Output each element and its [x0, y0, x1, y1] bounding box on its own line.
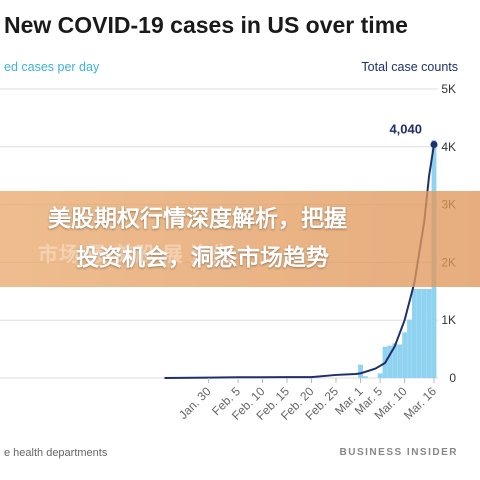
y-tick-label: 4K — [441, 140, 456, 154]
daily-cases-bar — [387, 345, 393, 378]
total-cases-legend: Total case counts — [361, 60, 458, 74]
chart-title: New COVID-19 cases in US over time — [4, 12, 408, 38]
x-tick-label: Mar. 16 — [401, 384, 439, 422]
daily-cases-bar — [416, 288, 422, 378]
daily-cases-legend: ed cases per day — [4, 60, 100, 74]
y-tick-label: 1K — [441, 313, 456, 327]
source-note: e health departments — [4, 447, 108, 459]
publisher-logo: BUSINESS INSIDER — [339, 447, 458, 458]
daily-cases-bar — [402, 332, 407, 378]
total-cases-end-marker — [430, 140, 438, 148]
daily-cases-bar — [377, 373, 383, 378]
daily-cases-bar — [412, 288, 417, 378]
total-cases-annotation: 4,040 — [389, 121, 422, 136]
daily-cases-bar — [397, 344, 403, 378]
daily-cases-bar — [358, 364, 363, 378]
y-tick-label: 5K — [441, 82, 456, 96]
daily-cases-bar — [363, 376, 368, 378]
banner-headline-line2: 投资机会，洞悉市场趋势 — [76, 244, 329, 270]
banner-headline-line1: 美股期权行情深度解析，把握 — [48, 205, 347, 231]
x-tick-label: Jan. 30 — [176, 384, 214, 422]
daily-cases-bar — [392, 343, 398, 378]
banner-watermark: 市场 最 美股 展 资先 — [38, 244, 233, 266]
overlay-banner: 市场 最 美股 展 资先 美股期权行情深度解析，把握 投资机会，洞悉市场趋势 — [0, 191, 480, 287]
daily-cases-bar — [421, 288, 427, 378]
daily-cases-bar — [407, 319, 412, 378]
y-tick-label: 0 — [449, 371, 456, 385]
daily-cases-bar — [426, 288, 432, 378]
